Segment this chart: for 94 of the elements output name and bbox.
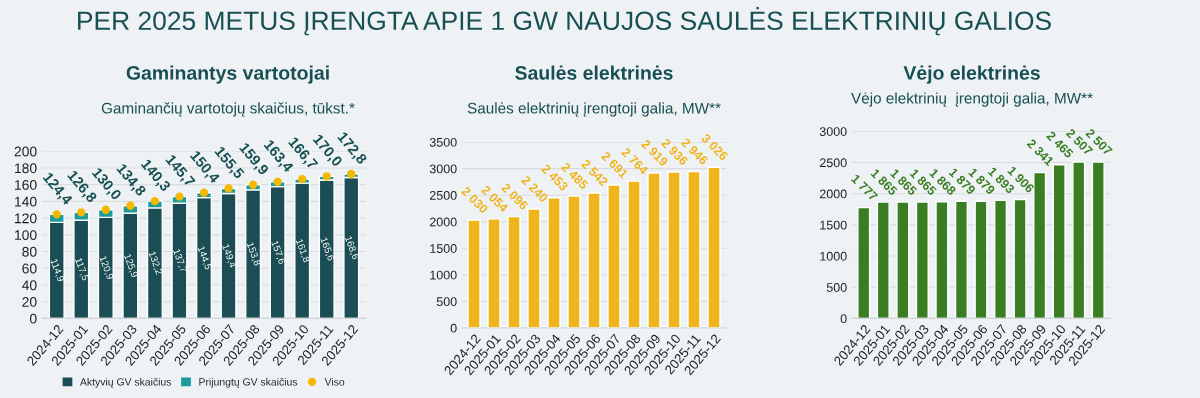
- y-tick-label: 2000: [429, 217, 457, 227]
- point: [199, 188, 209, 197]
- bar: [954, 200, 969, 319]
- bar: [269, 185, 286, 319]
- bar: [896, 201, 910, 319]
- y-tick-label: 3000: [429, 164, 457, 174]
- bar: [607, 184, 621, 328]
- y-tick-label: 180: [15, 163, 37, 174]
- bar: [1072, 161, 1086, 319]
- bar: [527, 208, 541, 328]
- y-tick-label: 80: [22, 246, 37, 257]
- chart-subtitle: Vėjo elektrinių įrengtoji galia, MW**: [851, 92, 1093, 107]
- point: [322, 172, 331, 181]
- point: [347, 169, 356, 179]
- y-tick-label: 100: [15, 230, 37, 240]
- point: [150, 196, 160, 206]
- y-tick-label: 1500: [430, 244, 457, 253]
- bar: [915, 201, 929, 319]
- bar: [993, 199, 1008, 319]
- y-tick-label: 160: [15, 180, 37, 190]
- data-label: 161,8: [294, 238, 311, 264]
- data-label: 144,5: [196, 245, 212, 271]
- y-tick-label: 1500: [820, 220, 847, 230]
- data-label: 165,6: [319, 237, 335, 262]
- chart-subtitle: Saulės elektrinių įrengtoji galia, MW**: [467, 102, 721, 117]
- y-tick-label: 2500: [429, 190, 457, 200]
- bar: [974, 200, 988, 319]
- bar: [1091, 161, 1105, 319]
- y-tick-label: 120: [15, 213, 37, 224]
- legend-label: Prijungtų GV skaičius: [199, 377, 298, 388]
- point: [224, 184, 233, 193]
- y-tick-label: 60: [22, 263, 37, 274]
- bar: [318, 179, 335, 319]
- y-tick-label: 140: [15, 196, 37, 207]
- point: [175, 192, 184, 201]
- bar: [467, 219, 481, 328]
- bar: [294, 182, 311, 319]
- bar: [707, 166, 721, 328]
- data-label: 153,8: [245, 241, 262, 267]
- bar: [567, 195, 581, 328]
- bar: [667, 171, 681, 328]
- y-tick-label: 3500: [429, 137, 457, 147]
- data-label: 125,9: [122, 253, 139, 279]
- chart-title: Saulės elektrinės: [515, 65, 673, 80]
- data-label: 149,4: [221, 243, 237, 269]
- data-label: 132,2: [147, 250, 163, 276]
- point: [126, 201, 135, 210]
- point: [273, 177, 282, 186]
- text: PER 2025 METUS ĮRENGTA APIE 1 GW NAUJOS SAULĖS ELEKTRINIŲ GALIOS: [78, 7, 1051, 36]
- y-tick-label: 500: [436, 297, 457, 307]
- legend-label: Aktyvių GV skaičius: [80, 377, 172, 388]
- bar: [876, 201, 890, 319]
- bar: [687, 170, 701, 328]
- y-tick-label: 0: [450, 323, 457, 333]
- y-tick-label: 40: [22, 280, 37, 291]
- bar: [1033, 171, 1047, 319]
- point: [101, 205, 110, 214]
- point: [52, 210, 61, 219]
- point: [77, 208, 86, 217]
- data-label: 137,7: [172, 248, 188, 274]
- bar: [647, 172, 661, 328]
- y-tick-label: 1000: [820, 251, 847, 261]
- bar: [547, 196, 561, 328]
- bar: [195, 196, 213, 319]
- bar: [857, 206, 871, 319]
- bar: [1052, 164, 1066, 319]
- bar: [507, 215, 521, 328]
- chart-title: Gaminantys vartotojai: [126, 65, 329, 84]
- bar: [1013, 198, 1027, 319]
- y-tick-label: 500: [826, 283, 847, 292]
- y-tick-label: 20: [22, 297, 37, 307]
- point: [248, 180, 258, 189]
- point: [298, 174, 307, 184]
- y-tick-label: 2500: [819, 158, 847, 168]
- data-label: 157,6: [270, 240, 286, 265]
- data-label: 117,5: [73, 257, 90, 282]
- chart-subtitle: Gaminančių vartotojų skaičius, tūkst.*: [101, 102, 355, 117]
- bar: [935, 201, 949, 319]
- data-label: 168,6: [343, 235, 360, 261]
- y-tick-label: 200: [14, 146, 37, 157]
- bar: [627, 180, 641, 328]
- chart-title: Vėjo elektrinės: [903, 65, 1040, 84]
- y-tick-label: 3000: [819, 127, 847, 136]
- y-tick-label: 0: [840, 314, 847, 324]
- bar: [587, 192, 601, 328]
- bar: [220, 192, 237, 319]
- y-tick-label: 0: [29, 313, 37, 324]
- y-tick-label: 2000: [819, 189, 847, 199]
- data-label: 114,9: [49, 258, 65, 283]
- y-tick-label: 1000: [430, 270, 457, 280]
- legend-label: Viso: [324, 377, 345, 386]
- data-label: 120,9: [98, 255, 114, 281]
- bar: [343, 176, 360, 319]
- bar: [487, 218, 501, 328]
